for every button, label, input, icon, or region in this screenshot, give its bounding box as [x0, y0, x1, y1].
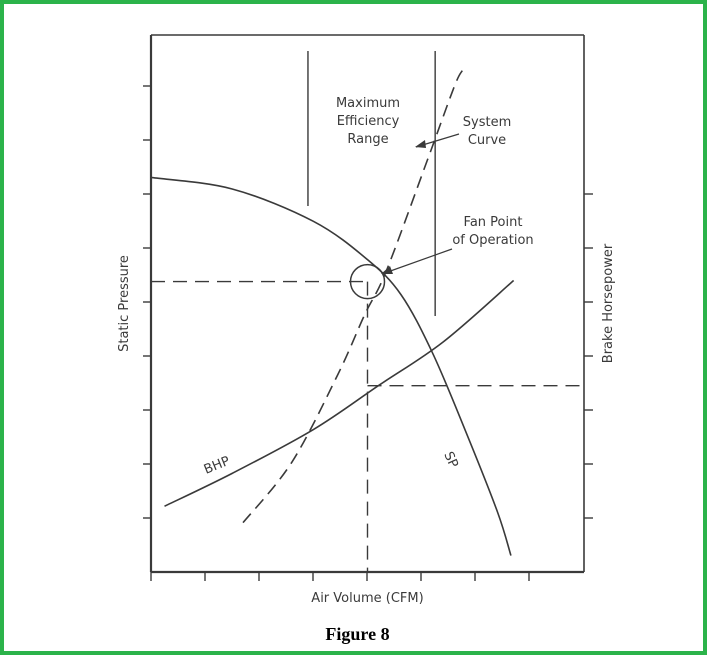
figure-caption: Figure 8: [325, 624, 390, 644]
annotation-fan-point-line2: of Operation: [452, 233, 533, 248]
annotation-max-efficiency-line2: Efficiency: [337, 114, 400, 129]
fan-point-arrow-line: [381, 248, 453, 275]
annotation-system-curve-line1: System: [463, 115, 511, 130]
bhp-curve-label: BHP: [202, 454, 232, 478]
system-curve: [242, 70, 463, 524]
operating-point-circle: [349, 263, 386, 300]
y-axis-label-left: Static Pressure: [117, 255, 132, 352]
sp-curve: [150, 176, 512, 556]
annotation-fan-point-line1: Fan Point: [464, 215, 523, 230]
annotation-max-efficiency-line3: Range: [347, 132, 388, 147]
sp-curve-label: SP: [440, 450, 460, 471]
x-axis-label: Air Volume (CFM): [311, 591, 423, 606]
y-axis-label-right: Brake Horsepower: [601, 243, 616, 363]
fan-performance-chart: Air Volume (CFM) Static Pressure Brake Hor…: [117, 34, 616, 606]
fan-point-arrowhead: [381, 266, 393, 274]
bhp-curve: [164, 279, 515, 507]
annotation-system-curve-line2: Curve: [468, 133, 506, 148]
system-curve-arrowhead: [415, 140, 426, 148]
annotation-max-efficiency-line1: Maximum: [336, 96, 400, 111]
